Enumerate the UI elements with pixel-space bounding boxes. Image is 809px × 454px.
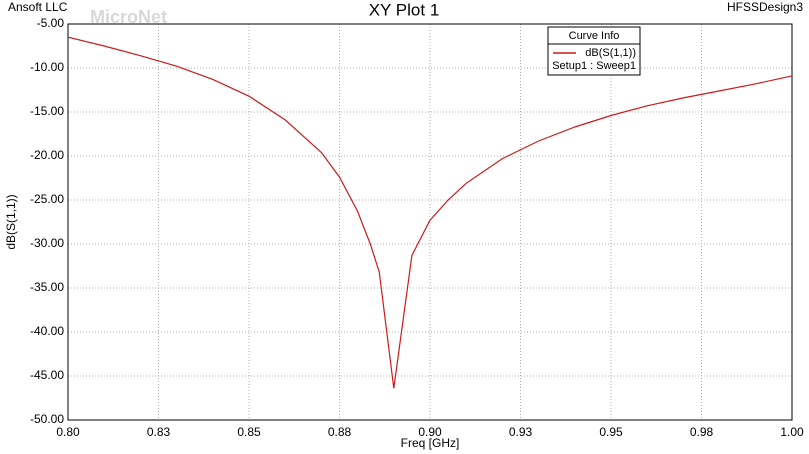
x-tick-label: 0.83 [147,425,171,439]
design-name: HFSSDesign3 [727,0,803,14]
line-series [67,36,793,389]
legend-box [547,26,641,76]
x-tick-label: 0.98 [690,425,714,439]
legend-title: Curve Info [569,30,620,42]
legend-setup: Setup1 : Sweep1 [552,60,636,72]
company: Ansoft LLC [8,0,68,14]
x-tick-label: 0.93 [509,425,533,439]
legend-entry: dB(S(1,1)) [585,47,636,59]
y-axis-label: dB(S(1,1)) [4,194,18,249]
x-axis-label: Freq [GHz] [401,436,460,450]
x-tick-label: 0.88 [328,425,352,439]
x-tick-label: 0.85 [237,425,261,439]
y-tick-label: -5.00 [37,16,65,30]
y-tick-label: -20.00 [30,148,64,162]
y-tick-label: -45.00 [30,368,64,382]
plot-frame [67,23,793,421]
y-tick-label: -15.00 [30,104,64,118]
y-tick-label: -30.00 [30,236,64,250]
y-tick-label: -35.00 [30,280,64,294]
y-tick-label: -25.00 [30,192,64,206]
x-tick-label: 0.90 [418,425,442,439]
watermark: MicroNet [90,7,167,27]
x-tick-label: 0.95 [599,425,623,439]
x-tick-label: 1.00 [780,425,804,439]
x-tick-label: 0.80 [56,425,80,439]
y-tick-label: -50.00 [30,412,64,426]
chart-title: XY Plot 1 [369,0,440,19]
y-tick-label: -10.00 [30,60,64,74]
y-tick-label: -40.00 [30,324,64,338]
